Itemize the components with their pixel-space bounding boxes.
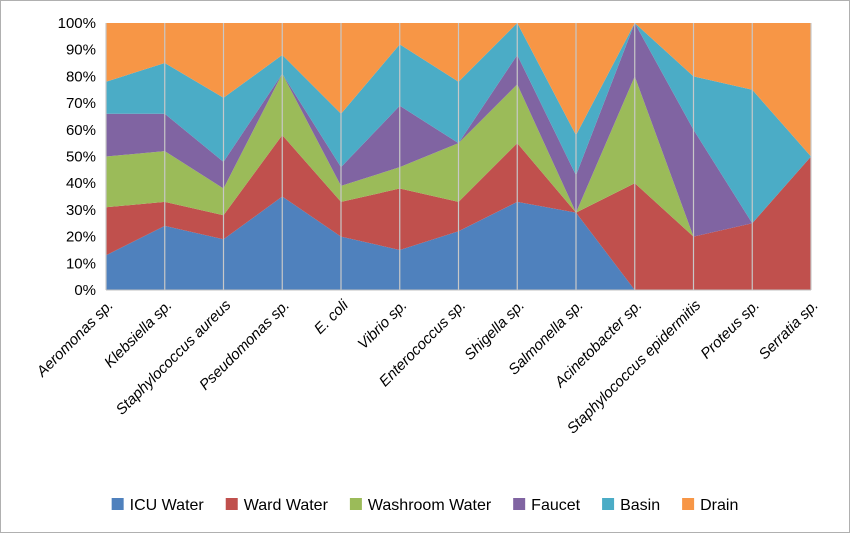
x-axis: Aeromonas sp.Klebsiella sp.Staphylococcu… bbox=[33, 289, 822, 437]
y-tick-label: 90% bbox=[66, 42, 96, 59]
y-tick-label: 70% bbox=[66, 95, 96, 112]
x-tick-label: Proteus sp. bbox=[697, 297, 763, 363]
x-tick-label: Staphylococcus aureus bbox=[113, 296, 235, 418]
legend-item-icu-water: ICU Water bbox=[111, 497, 205, 514]
y-tick-label: 10% bbox=[66, 255, 96, 272]
legend-label: Basin bbox=[620, 497, 660, 514]
y-tick-label: 0% bbox=[74, 282, 96, 299]
legend-item-washroom-water: Washroom Water bbox=[349, 497, 492, 514]
legend-label: Drain bbox=[700, 497, 738, 514]
legend-swatch bbox=[513, 498, 526, 510]
legend-label: ICU Water bbox=[130, 497, 205, 514]
y-axis: 0% 10% 20% 30% 40% 50% 60% 70% 80% 90% 100% bbox=[58, 15, 96, 299]
y-tick-label: 20% bbox=[66, 229, 96, 246]
category-gridlines bbox=[105, 23, 812, 290]
y-tick-label: 50% bbox=[66, 149, 96, 166]
legend-swatch bbox=[602, 498, 615, 510]
x-tick-label: E. coli bbox=[311, 296, 352, 337]
legend-item-ward-water: Ward Water bbox=[225, 497, 329, 514]
legend-label: Faucet bbox=[531, 497, 580, 514]
legend: ICU Water Ward Water Washroom Water Faucet B… bbox=[111, 497, 738, 514]
y-tick-label: 30% bbox=[66, 202, 96, 219]
legend-swatch bbox=[111, 498, 124, 510]
legend-label: Ward Water bbox=[244, 497, 329, 514]
y-tick-label: 40% bbox=[66, 175, 96, 192]
x-tick-label: Aeromonas sp. bbox=[33, 297, 117, 381]
legend-swatch bbox=[225, 498, 238, 510]
legend-item-faucet: Faucet bbox=[513, 497, 581, 514]
y-tick-label: 60% bbox=[66, 122, 96, 139]
legend-item-drain: Drain bbox=[682, 497, 738, 514]
legend-swatch bbox=[349, 498, 362, 510]
y-tick-label: 80% bbox=[66, 68, 96, 85]
x-tick-label: Serratia sp. bbox=[756, 297, 822, 363]
legend-swatch bbox=[682, 498, 695, 510]
legend-label: Washroom Water bbox=[368, 497, 492, 514]
y-tick-label: 100% bbox=[58, 15, 96, 32]
legend-item-basin: Basin bbox=[602, 497, 660, 514]
x-tick-label: Vibrio sp. bbox=[355, 297, 411, 353]
